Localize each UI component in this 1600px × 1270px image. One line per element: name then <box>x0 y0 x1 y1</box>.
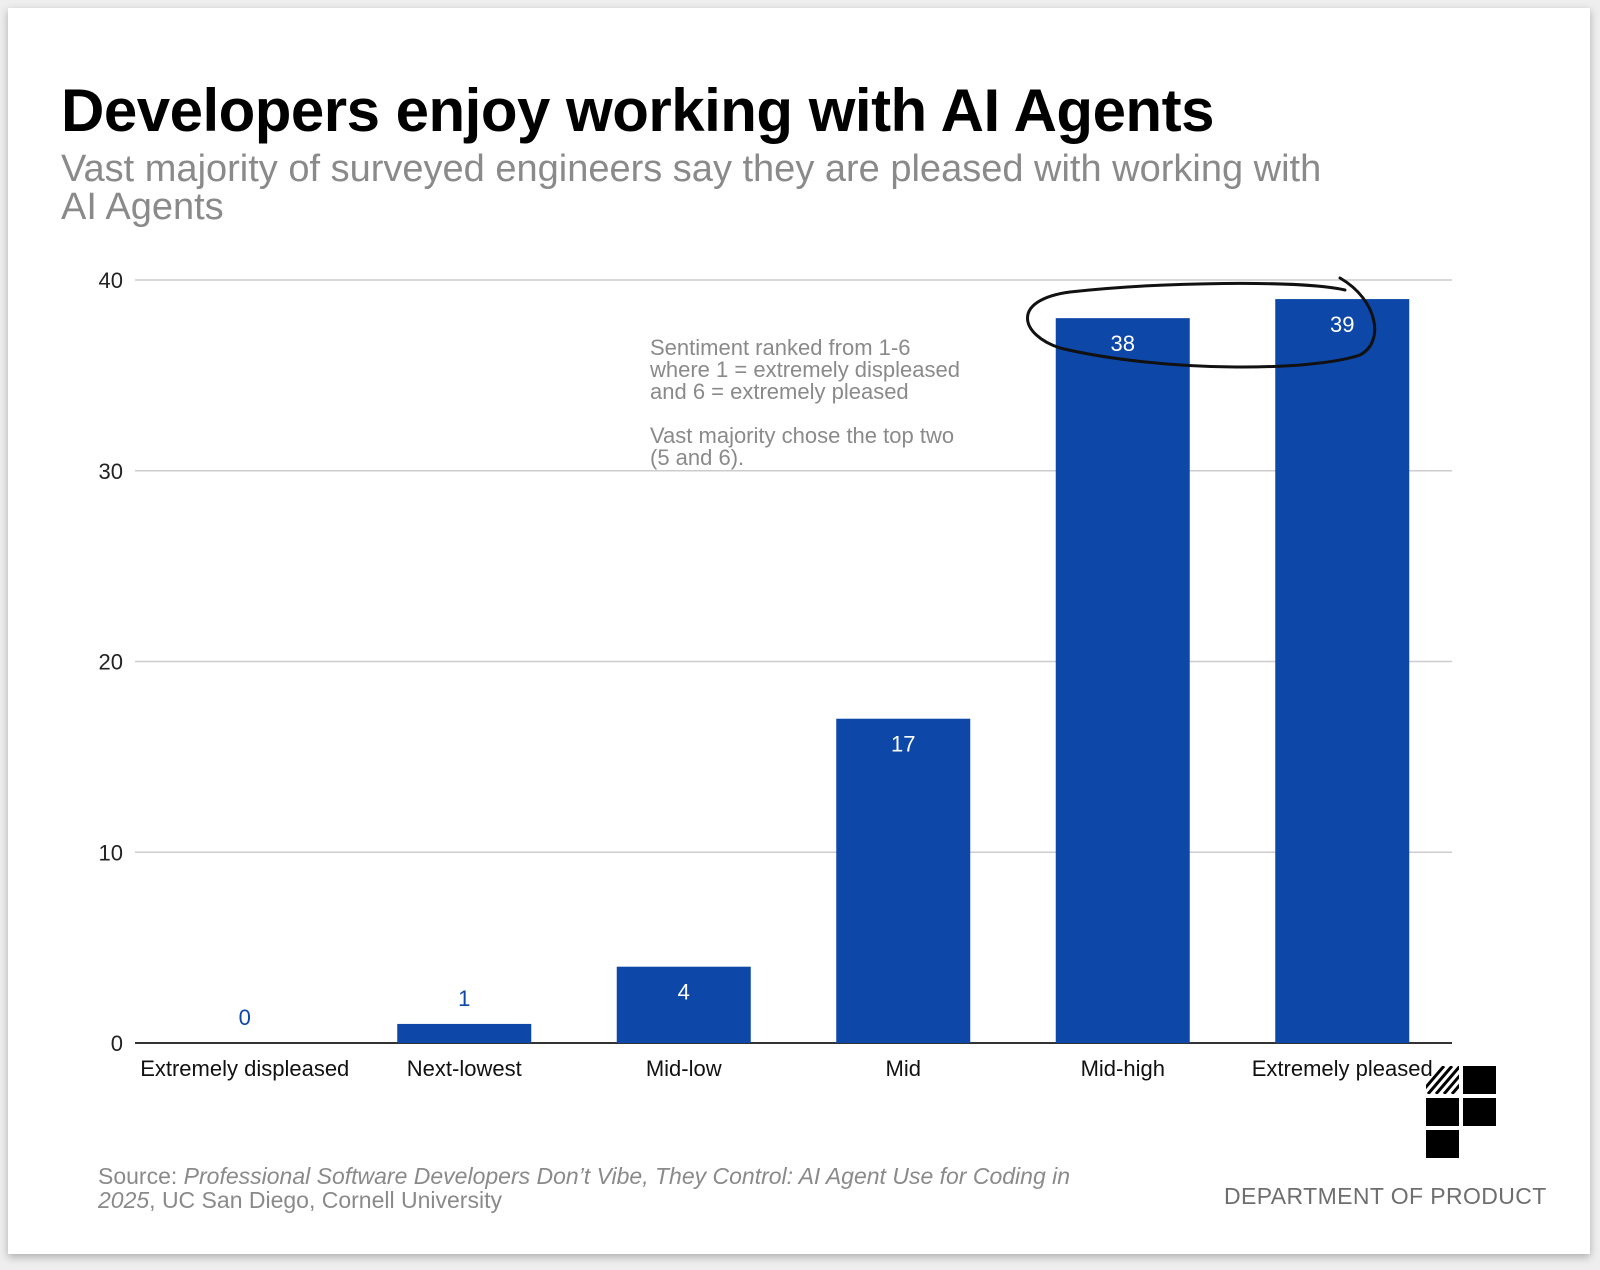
highlight-circle <box>1026 276 1377 369</box>
chart-title: Developers enjoy working with AI Agents <box>61 77 1214 144</box>
bar <box>836 718 971 1043</box>
x-tick-label: Extremely displeased <box>140 1056 349 1081</box>
brand-name: DEPARTMENT OF PRODUCT <box>1224 1183 1547 1209</box>
bar-value-label: 1 <box>458 986 470 1011</box>
bar-value-label: 38 <box>1111 331 1135 356</box>
source-title: Professional Software Developers Don’t V… <box>98 1163 1071 1213</box>
bar-value-label: 4 <box>678 980 690 1005</box>
y-tick-label: 30 <box>99 459 123 484</box>
x-tick-label: Next-lowest <box>407 1056 522 1081</box>
chart-subtitle: Vast majority of surveyed engineers say … <box>61 148 1322 228</box>
y-tick-label: 0 <box>111 1031 123 1056</box>
bar-value-label: 39 <box>1330 312 1354 337</box>
bar <box>1275 299 1410 1043</box>
y-tick-label: 20 <box>99 650 123 675</box>
bar-value-label: 17 <box>891 732 915 757</box>
bar <box>397 1023 532 1043</box>
x-tick-label: Extremely pleased <box>1252 1056 1433 1081</box>
x-tick-label: Mid-low <box>646 1056 722 1081</box>
bar <box>616 966 751 1043</box>
source-prefix: Source: <box>98 1163 184 1189</box>
y-tick-label: 10 <box>99 840 123 865</box>
y-tick-label: 40 <box>99 268 123 293</box>
source-citation: Source: Professional Software Developers… <box>98 1164 1108 1212</box>
department-of-product-logo-icon <box>1426 1066 1496 1158</box>
source-institutions: , UC San Diego, Cornell University <box>149 1187 502 1213</box>
chart-annotation: Sentiment ranked from 1-6 where 1 = extr… <box>650 335 960 470</box>
x-tick-label: Mid <box>886 1056 921 1081</box>
bar-value-label: 0 <box>239 1005 251 1030</box>
x-tick-label: Mid-high <box>1081 1056 1165 1081</box>
bar <box>1055 318 1190 1043</box>
